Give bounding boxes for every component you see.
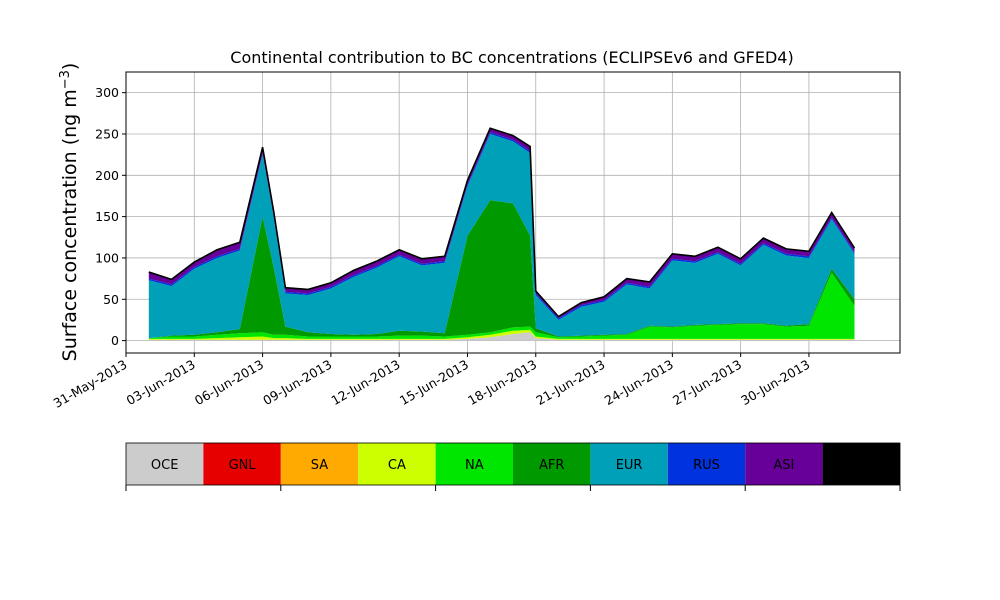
y-tick-label: 200 <box>95 168 119 183</box>
legend-swatch-oce <box>126 443 204 485</box>
legend-label-sa: SA <box>311 458 328 473</box>
plot-frame <box>125 71 901 354</box>
chart-title: Continental contribution to BC concentra… <box>230 48 793 67</box>
area-eur <box>148 134 855 339</box>
legend-swatch-sa <box>280 443 359 485</box>
total-line <box>148 127 856 318</box>
legend-frame <box>125 442 901 486</box>
legend-label-eur: EUR <box>616 458 643 473</box>
y-tick-label: 150 <box>95 209 119 224</box>
stacked-areas <box>148 127 856 341</box>
y-tick-label: 100 <box>95 250 119 265</box>
legend-swatch-afr <box>513 443 591 485</box>
y-axis-label: Surface concentration (ng m−3) <box>58 63 81 362</box>
y-tick-label: 250 <box>95 126 119 141</box>
legend-swatch-ca <box>358 443 436 485</box>
legend-colorbar: OCE GNL SA CA NA AFR EUR RUS ASI AUS <box>125 442 901 491</box>
legend-swatch-na <box>435 443 513 485</box>
legend-label-rus: RUS <box>693 458 720 473</box>
y-axis-label-close: ) <box>59 63 81 70</box>
area-afr <box>148 200 855 339</box>
legend-swatch-aus <box>822 443 900 485</box>
legend-label-ca: CA <box>388 458 406 473</box>
legend-label-oce: OCE <box>151 458 179 473</box>
legend-swatch-asi <box>745 443 823 485</box>
legend-label-na: NA <box>465 458 484 473</box>
legend-label-gnl: GNL <box>229 458 257 473</box>
legend-label-aus: AUS <box>848 458 875 473</box>
y-tick-label: 0 <box>111 333 119 348</box>
area-ca <box>148 329 855 340</box>
legend-swatch-gnl <box>203 443 281 485</box>
y-axis-label-exponent: −3 <box>58 70 73 89</box>
area-oce <box>148 332 855 341</box>
area-na <box>148 272 855 339</box>
y-tick-label: 300 <box>95 85 119 100</box>
legend-swatch-eur <box>590 443 668 485</box>
y-tick-label: 50 <box>103 292 119 307</box>
legend-label-afr: AFR <box>539 458 564 473</box>
legend-swatch-rus <box>667 443 746 485</box>
legend-label-asi: ASI <box>773 458 794 473</box>
